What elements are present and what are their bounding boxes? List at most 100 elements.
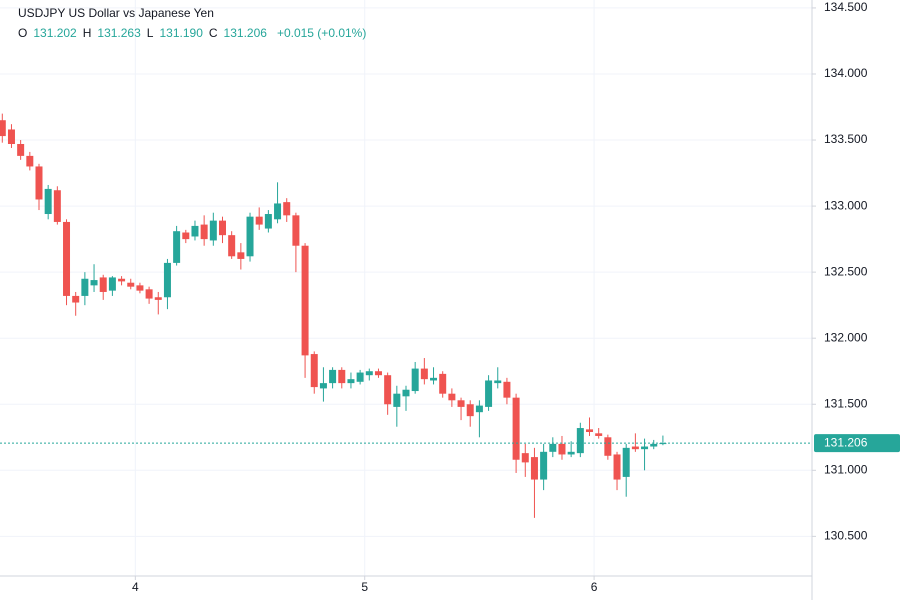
candle-body <box>191 225 199 237</box>
candle-body <box>319 383 327 389</box>
candle-body <box>145 289 153 299</box>
chart-title: USDJPY US Dollar vs Japanese Yen <box>18 6 214 20</box>
candle-body <box>0 120 6 137</box>
candle-body <box>457 400 465 407</box>
candle-body <box>503 381 511 398</box>
candle-body <box>7 129 15 144</box>
candle-body <box>72 295 80 303</box>
candle-body <box>558 443 566 455</box>
candle-body <box>384 375 392 405</box>
candle-body <box>650 443 658 447</box>
candle-body <box>485 380 493 407</box>
candle-body <box>246 216 254 257</box>
y-tick-label: 132.000 <box>824 330 868 344</box>
y-tick-label: 134.500 <box>824 0 868 14</box>
candle-body <box>274 203 282 220</box>
candle-body <box>81 278 89 296</box>
ohlc-value: 131.206 <box>224 26 268 40</box>
candle-body <box>494 380 502 384</box>
candle-body <box>118 278 126 282</box>
last-price-label: 131.206 <box>824 435 868 449</box>
candle-body <box>613 454 621 480</box>
y-tick-label: 134.000 <box>824 66 868 80</box>
candle-body <box>154 297 162 300</box>
candle-body <box>430 377 438 381</box>
ohlc-name: H <box>83 26 92 40</box>
candle-body <box>209 220 217 241</box>
candle-body <box>108 277 116 291</box>
candle-body <box>283 202 291 216</box>
y-tick-label: 130.500 <box>824 529 868 543</box>
candle-body <box>310 354 318 388</box>
candle-body <box>586 429 594 432</box>
candle-body <box>420 368 428 380</box>
ohlc-value: 131.202 <box>33 26 77 40</box>
candle-body <box>163 262 171 298</box>
x-tick-label: 5 <box>361 580 368 594</box>
candle-body <box>90 280 98 286</box>
candle-body <box>301 245 309 356</box>
candle-body <box>53 190 61 222</box>
ohlc-name: O <box>18 26 27 40</box>
candle-body <box>338 369 346 384</box>
candle-body <box>659 443 667 445</box>
candle-body <box>530 457 538 480</box>
candle-body <box>365 371 373 376</box>
y-tick-label: 133.000 <box>824 198 868 212</box>
candle-body <box>448 393 456 401</box>
candle-body <box>641 446 649 450</box>
ohlc-value: 131.263 <box>97 26 141 40</box>
candle-body <box>411 368 419 392</box>
candle-body <box>576 428 584 454</box>
y-tick-label: 132.500 <box>824 264 868 278</box>
candle-body <box>264 214 272 229</box>
candle-body <box>228 235 236 257</box>
candle-body <box>44 188 52 215</box>
candle-body <box>567 451 575 455</box>
candle-body <box>347 379 355 384</box>
candle-body <box>631 446 639 450</box>
candle-body <box>329 369 337 384</box>
candle-body <box>26 155 34 167</box>
candle-body <box>127 282 135 287</box>
candle-body <box>255 216 263 225</box>
candle-body <box>540 451 548 480</box>
candle-body <box>292 215 300 246</box>
y-tick-label: 131.500 <box>824 396 868 410</box>
candle-body <box>35 166 43 200</box>
candle-body <box>99 277 107 292</box>
candle-body <box>136 285 144 291</box>
candle-body <box>182 232 190 240</box>
candle-body <box>439 373 447 394</box>
ohlc-value: 131.190 <box>159 26 203 40</box>
candle-body <box>475 405 483 413</box>
candle-body <box>63 221 71 296</box>
last-price-box <box>814 434 900 453</box>
candle-body <box>393 393 401 407</box>
ohlc-name: L <box>147 26 154 40</box>
x-tick-label: 6 <box>591 580 598 594</box>
candle-body <box>549 443 557 452</box>
candle-body <box>17 144 25 156</box>
candle-body <box>521 453 529 463</box>
candle-body <box>200 224 208 240</box>
y-tick-label: 131.000 <box>824 462 868 476</box>
candle-body <box>604 437 612 456</box>
candle-body <box>466 404 474 417</box>
change: +0.015 (+0.01%) <box>277 26 366 40</box>
candle-body <box>356 372 364 382</box>
candle-body <box>237 252 245 259</box>
candle-body <box>595 433 603 436</box>
y-tick-label: 133.500 <box>824 132 868 146</box>
candle-body <box>402 389 410 397</box>
candle-body <box>374 371 382 376</box>
candle-body <box>218 220 226 236</box>
x-tick-label: 4 <box>132 580 139 594</box>
candle-body <box>173 231 181 263</box>
candle-body <box>622 447 630 477</box>
candle-body <box>512 397 520 460</box>
ohlc-name: C <box>209 26 218 40</box>
